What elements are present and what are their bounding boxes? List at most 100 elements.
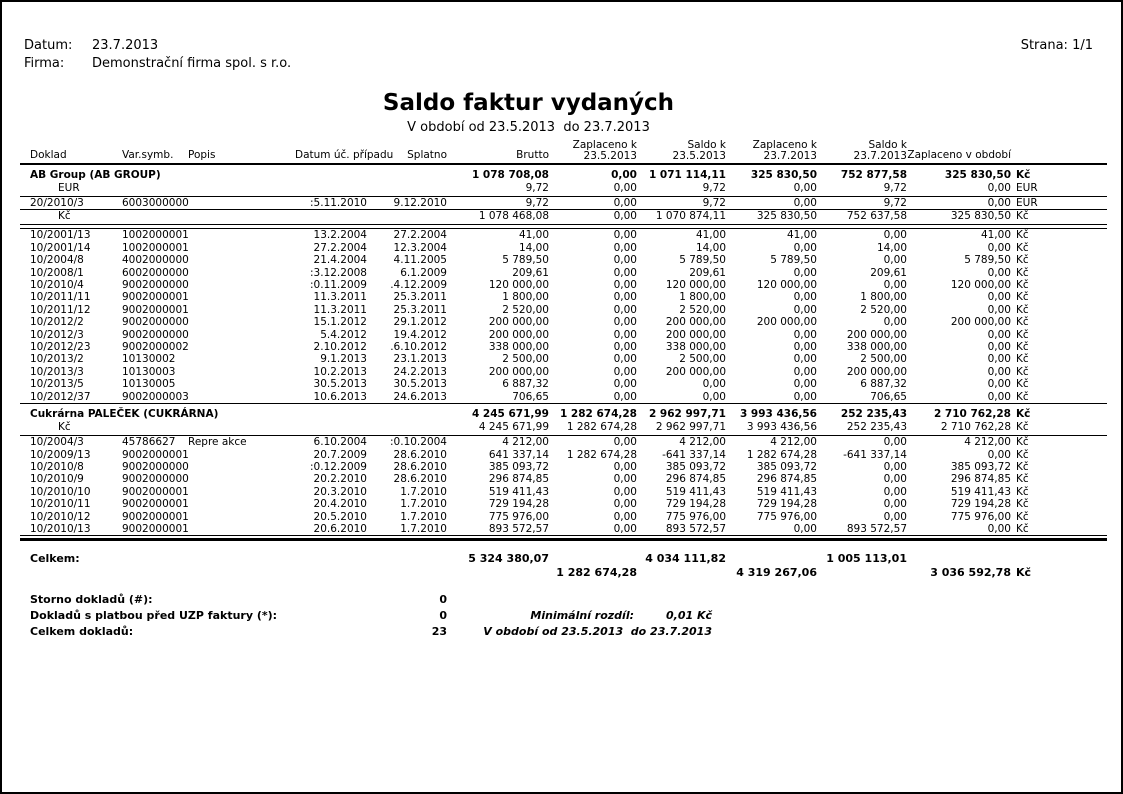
cell-zaplaceno-23-7: 3 993 436,56	[739, 408, 817, 421]
cell-datum: 20.2.2010	[313, 473, 367, 486]
cell-zaplaceno-23-5: 0,00	[613, 485, 637, 498]
cell-popis	[188, 254, 295, 266]
cell-saldo-23-7: 9,72	[817, 182, 907, 197]
cell-zaplaceno-23-5: 0,00	[613, 378, 637, 391]
cell-zaplaceno-23-7: 325 830,50	[726, 209, 817, 226]
cell-zaplaceno-23-7: 3 993 436,56	[726, 421, 817, 437]
cell-currency: Kč	[1016, 408, 1031, 421]
cell-zaplaceno-23-7: 0,00	[726, 390, 817, 405]
cell-splatno: 1.7.2010	[400, 485, 447, 498]
table-row: 10/2013/2 10130002 9.1.2013 23.1.2013 2 500,…	[20, 353, 1107, 365]
cell-saldo-23-5: 519 411,43	[665, 485, 726, 498]
table-row: 10/2009/13 9002000001 20.7.2009 28.6.2010 64…	[20, 449, 1107, 461]
cell-splatno: .6.10.2012	[390, 341, 447, 354]
grand-total-row-1: Celkem: 5 324 380,07 4 034 111,82 1 005 113…	[20, 545, 1107, 566]
cell-doklad: 10/2009/13	[30, 448, 91, 461]
cell-zaplaceno-v-obdobi: 0,00	[907, 182, 1011, 197]
cell-brutto: 1 078 468,08	[447, 209, 549, 226]
cell	[726, 624, 1011, 640]
cell-currency: Kč	[1016, 254, 1029, 267]
cell-saldo-23-5: -641 337,14	[662, 448, 726, 461]
table-row: 20/2010/3 6003000000:5.11.2010 9.12.2010 9,…	[20, 196, 1107, 211]
summary-row: Celkem dokladů: 23 V období od 23.5.2013 d…	[20, 624, 1107, 640]
cell-saldo-23-5: 9,72	[637, 182, 726, 197]
cell-datum: :0.12.2009	[310, 460, 367, 473]
cell-currency: Kč	[1016, 510, 1029, 523]
summary-value: 0	[439, 593, 447, 607]
cell-saldo-23-5: 2 962 997,71	[637, 421, 726, 437]
cell-zaplaceno-23-5: 0,00	[613, 436, 637, 449]
cell-currency: Kč	[1011, 390, 1107, 405]
cell-zaplaceno-v-obdobi: 0,00	[987, 303, 1011, 316]
cell-popis	[188, 366, 295, 378]
cell-varsymb: 45786627	[122, 436, 176, 449]
cell-saldo-23-5: 2 500,00	[679, 353, 726, 366]
cell-varsymb: 9002000001	[122, 448, 189, 461]
cell-datum: :3.12.2008	[310, 266, 367, 279]
cell-saldo-23-7: 893 572,57	[817, 522, 907, 537]
group-header-row: AB Group (AB GROUP) 1 078 708,08 0,00 1 071…	[20, 164, 1107, 182]
cell-splatno: 1.7.2010	[400, 510, 447, 523]
cell-zaplaceno-23-5: 0,00	[613, 291, 637, 304]
cell-splatno: :0.10.2004	[390, 436, 447, 449]
cell-zaplaceno-23-5: 0,00	[613, 498, 637, 511]
cell-currency: Kč	[1016, 365, 1029, 378]
cell-doklad: 10/2013/5	[30, 378, 84, 391]
cell-zaplaceno-v-obdobi: 385 093,72	[950, 460, 1011, 473]
cell-doklad: 10/2010/8	[30, 460, 84, 473]
cell-zaplaceno-23-7: 0,00	[793, 341, 817, 354]
table-row: 10/2004/3 45786627 Repre akce 6.10.2004:0.1…	[20, 436, 1107, 449]
cell-zaplaceno-23-5: 0,00	[549, 390, 637, 405]
cell-zaplaceno-23-7: 0,00	[726, 182, 817, 197]
grand-total-row-2: 1 282 674,28 4 319 267,06 3 036 592,78 Kč	[20, 566, 1107, 580]
cell-varsymb: 9002000000	[122, 316, 189, 329]
cell-splatno: 12.3.2004	[393, 241, 447, 254]
cell-varsymb: 10130003	[122, 365, 176, 378]
cell-currency: Kč	[1016, 291, 1029, 304]
cell-saldo-23-7: 0,00	[883, 316, 907, 329]
cell-datum: 5.4.2012	[320, 328, 367, 341]
cell-currency: Kč	[1016, 460, 1029, 473]
cell-varsymb: 9002000000	[122, 460, 189, 473]
cell-zaplaceno-23-5: 0,00	[613, 460, 637, 473]
cell-zaplaceno-23-7: 0,00	[793, 353, 817, 366]
cell-saldo-23-5: 41,00	[637, 228, 726, 242]
cell-varsymb: 9002000001	[122, 510, 189, 523]
table-row: 10/2012/2 9002000000 15.1.2012 29.1.2012 200…	[20, 316, 1107, 328]
cell-zaplaceno-23-5: 0,00	[613, 328, 637, 341]
cell-datum: 27.2.2004	[313, 241, 367, 254]
cell-saldo-23-7: 0,00	[883, 510, 907, 523]
cell-doklad: 10/2012/37	[20, 390, 122, 405]
cell-zaplaceno-v-obdobi: 0,00	[987, 365, 1011, 378]
cell-zaplaceno-v-obdobi: 2 710 762,28	[907, 421, 1011, 437]
cell-datum: 11.3.2011	[313, 303, 367, 316]
cell	[726, 608, 1011, 624]
cell-zaplaceno-23-7: 519 411,43	[756, 485, 817, 498]
cell-zaplaceno-23-5: 0,00	[613, 279, 637, 292]
table-row: 10/2010/12 9002000001 20.5.2010 1.7.2010 775…	[20, 511, 1107, 523]
cell-zaplaceno-23-5: 0,00	[613, 473, 637, 486]
cell-doklad: 10/2011/11	[30, 291, 91, 304]
cell-popis	[188, 279, 295, 291]
cell-datum: 9.1.2013	[320, 353, 367, 366]
cell-zaplaceno-v-obdobi: 325 830,50	[944, 169, 1011, 181]
cell-saldo-23-7: 1 800,00	[860, 291, 907, 304]
cell-currency: Kč	[1016, 378, 1029, 391]
cell-datum: 21.4.2004	[313, 254, 367, 267]
cell-zaplaceno-v-obdobi: 2 710 762,28	[933, 408, 1011, 421]
cell-datum: 10.6.2013	[295, 390, 367, 405]
cell-datum: 20.7.2009	[313, 448, 367, 461]
column-header-row: Doklad Var.symb. Popis Datum úč. případu…	[20, 140, 1107, 165]
table-row: 10/2001/13 1002000001 13.2.2004 27.2.2004 41…	[20, 228, 1107, 242]
cell-datum: :0.11.2009	[310, 279, 367, 292]
cell-saldo-23-5: 4 212,00	[679, 436, 726, 449]
cell-zaplaceno-23-7: 120 000,00	[756, 279, 817, 292]
cell	[1011, 608, 1107, 624]
cell-saldo-23-5: 893 572,57	[637, 522, 726, 537]
cell-saldo-23-7: 252 235,43	[817, 421, 907, 437]
cell-currency: Kč	[1016, 316, 1029, 329]
cell-zaplaceno-23-5: 1 282 674,28	[549, 421, 637, 437]
table-row: 10/2011/12 9002000001 11.3.2011 25.3.2011 2 …	[20, 304, 1107, 316]
cell-zaplaceno-v-obdobi: 120 000,00	[950, 279, 1011, 292]
